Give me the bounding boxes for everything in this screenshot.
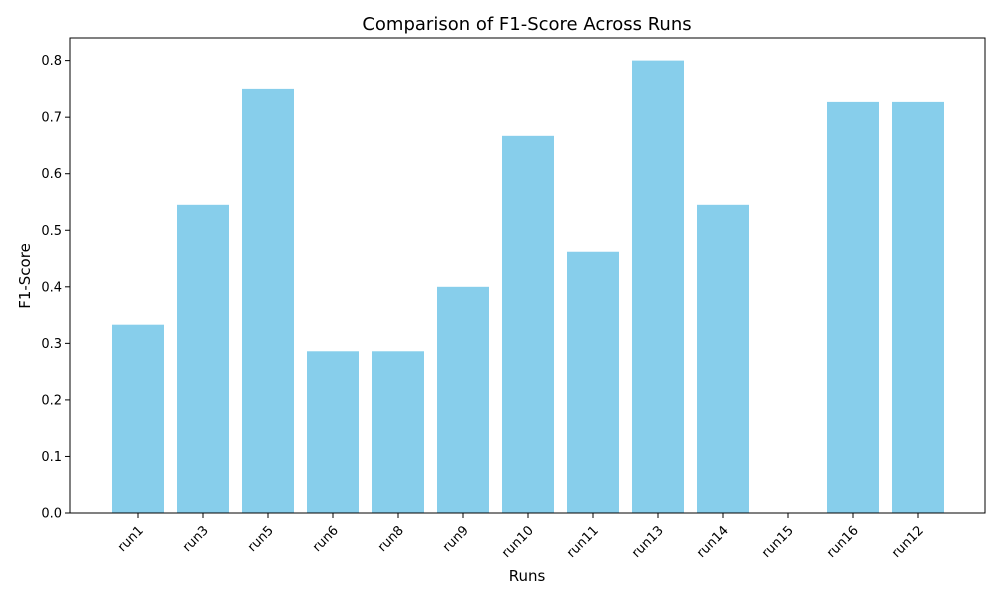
bar-run14 [697,204,749,513]
y-axis-ticks: 0.0 0.1 0.2 0.3 0.4 0.5 0.6 0.7 0.8 [41,54,70,522]
y-tick-label: 0.8 [41,54,62,69]
bar-run3 [177,204,229,513]
bar-run16 [827,101,879,514]
bar-run6 [307,351,359,513]
x-tick-label: run9 [440,523,472,555]
x-tick-label: run8 [375,523,407,555]
x-tick-label: run5 [245,523,277,555]
bar-run12 [892,101,944,514]
x-tick-label: run13 [629,523,667,561]
y-tick-label: 0.7 [41,111,62,126]
y-tick-label: 0.6 [41,167,62,182]
bar-run13 [632,60,684,513]
x-tick-label: run6 [310,523,342,555]
bar-run5 [242,88,294,514]
x-tick-label: run1 [115,523,147,555]
y-axis-label: F1-Score [16,243,34,309]
x-axis-ticks: run1 run3 run5 run6 run8 run9 run10 run11 run13 r… [115,513,927,561]
y-tick-label: 0.0 [41,507,62,522]
y-tick-label: 0.1 [41,450,62,465]
chart-title: Comparison of F1-Score Across Runs [362,14,691,35]
x-axis-label: Runs [509,567,546,585]
bar-run11 [567,251,619,513]
y-tick-label: 0.2 [41,393,62,408]
x-tick-label: run11 [564,523,602,561]
bar-run8 [372,351,424,513]
x-tick-label: run10 [499,523,537,561]
plot-frame [69,37,986,514]
x-tick-label: run16 [824,523,862,561]
y-tick-label: 0.5 [41,224,62,239]
bar-run10 [502,135,554,513]
x-tick-label: run12 [889,523,927,561]
y-tick-label: 0.3 [41,337,62,352]
bars-layer [112,60,944,514]
bar-run9 [437,286,489,513]
bar-run1 [112,324,164,513]
x-tick-label: run14 [694,523,732,561]
x-tick-label: run3 [180,523,212,555]
x-tick-label: run15 [759,523,797,561]
y-tick-label: 0.4 [41,280,62,295]
